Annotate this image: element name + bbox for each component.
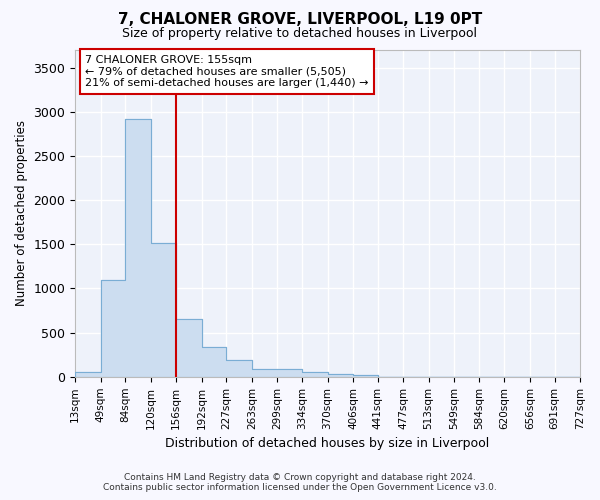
Y-axis label: Number of detached properties: Number of detached properties [15,120,28,306]
Text: 7 CHALONER GROVE: 155sqm
← 79% of detached houses are smaller (5,505)
21% of sem: 7 CHALONER GROVE: 155sqm ← 79% of detach… [85,55,369,88]
Text: Size of property relative to detached houses in Liverpool: Size of property relative to detached ho… [122,28,478,40]
X-axis label: Distribution of detached houses by size in Liverpool: Distribution of detached houses by size … [166,437,490,450]
Text: Contains HM Land Registry data © Crown copyright and database right 2024.
Contai: Contains HM Land Registry data © Crown c… [103,473,497,492]
Text: 7, CHALONER GROVE, LIVERPOOL, L19 0PT: 7, CHALONER GROVE, LIVERPOOL, L19 0PT [118,12,482,28]
